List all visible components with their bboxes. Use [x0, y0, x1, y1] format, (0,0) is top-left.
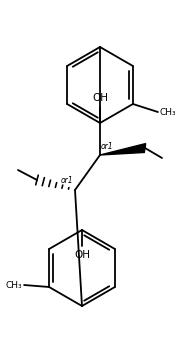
Text: or1: or1 [60, 176, 73, 185]
Polygon shape [100, 144, 146, 155]
Text: OH: OH [92, 93, 108, 103]
Text: CH₃: CH₃ [160, 107, 176, 116]
Text: or1: or1 [101, 142, 114, 151]
Text: CH₃: CH₃ [5, 281, 22, 290]
Text: OH: OH [74, 250, 90, 260]
